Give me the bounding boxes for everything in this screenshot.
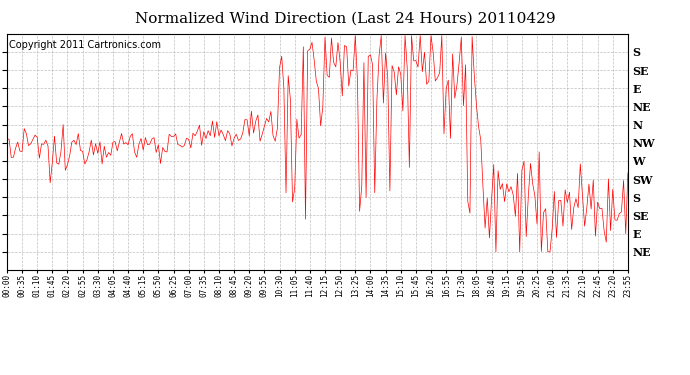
Text: Normalized Wind Direction (Last 24 Hours) 20110429: Normalized Wind Direction (Last 24 Hours… xyxy=(135,11,555,25)
Text: Copyright 2011 Cartronics.com: Copyright 2011 Cartronics.com xyxy=(9,40,161,50)
